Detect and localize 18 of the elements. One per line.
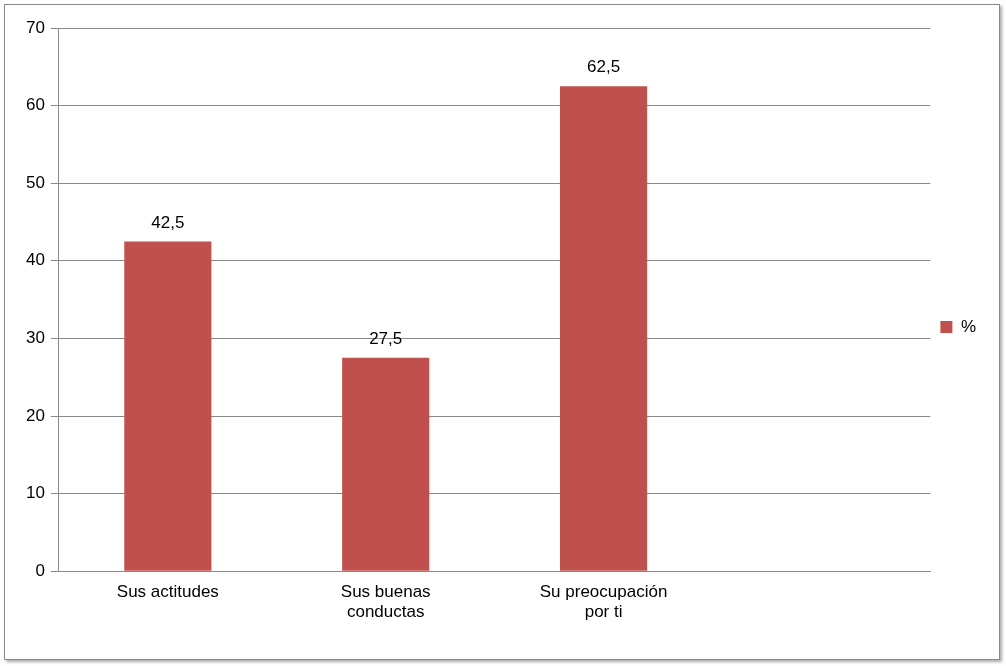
x-tick-label: Sus buenas conductas: [340, 582, 431, 622]
bar: [342, 357, 430, 571]
y-tick-label: 30: [25, 328, 45, 348]
data-label: 42,5: [151, 212, 185, 232]
y-tick-label: 20: [25, 405, 45, 425]
y-tick-label: 50: [25, 172, 45, 192]
y-tick-label: 40: [25, 250, 45, 270]
y-tick-label: 10: [25, 483, 45, 503]
bar: [124, 241, 212, 571]
data-label: 27,5: [369, 328, 403, 348]
x-tick-label: Su preocupación por ti: [539, 582, 668, 622]
data-label: 62,5: [587, 57, 621, 77]
y-tick-label: 60: [25, 95, 45, 115]
bar: [560, 86, 648, 571]
y-tick-label: 70: [25, 17, 45, 37]
x-tick-label: Sus actitudes: [116, 582, 219, 602]
y-tick-label: 0: [35, 560, 45, 580]
legend-label: %: [960, 316, 977, 336]
